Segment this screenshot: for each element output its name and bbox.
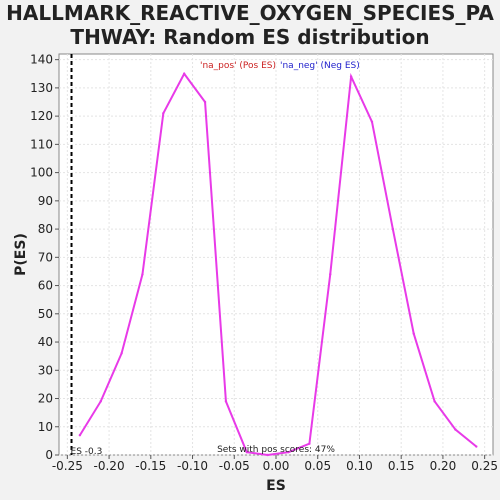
y-tick-label: 0 (45, 448, 53, 462)
x-tick-label: 0.05 (304, 459, 331, 473)
series-point (370, 120, 374, 123)
series-point (224, 400, 228, 403)
series-point (162, 112, 165, 115)
y-tick-label: 130 (30, 81, 53, 95)
y-tick-label: 120 (30, 109, 53, 123)
series-point (266, 453, 269, 457)
series-point (454, 428, 457, 431)
series-point (141, 273, 144, 276)
legend-neg-es: 'na_neg' (Neg ES) (280, 61, 360, 71)
series-point (412, 332, 415, 335)
y-tick-label: 100 (30, 166, 53, 180)
y-tick-label: 140 (30, 53, 53, 67)
x-tick-label: -0.15 (135, 459, 166, 473)
series-point (475, 445, 478, 448)
es-marker-label: ES -0.3 (71, 447, 103, 457)
y-tick-label: 110 (30, 137, 53, 151)
legend-pos-es: 'na_pos' (Pos ES) (200, 61, 276, 71)
series-point (203, 100, 207, 104)
x-tick-label: -0.20 (94, 459, 125, 473)
pos-scores-annotation: Sets with pos scores: 47% (217, 445, 335, 455)
chart-title-line-1: HALLMARK_REACTIVE_OXYGEN_SPECIES_PA (6, 1, 494, 25)
grid-lines (59, 54, 493, 456)
y-tick-label: 10 (38, 420, 53, 434)
x-tick-label: -0.05 (219, 459, 250, 473)
series-group (78, 71, 478, 457)
series-point (349, 75, 353, 78)
x-tick-label: 0.20 (430, 459, 457, 473)
y-tick-label: 70 (38, 250, 53, 264)
y-axis-label: P(ES) (13, 233, 29, 276)
x-tick-label: 0.10 (346, 459, 373, 473)
series-point (120, 352, 123, 355)
y-tick-label: 80 (38, 222, 53, 236)
x-tick-label: 0.25 (471, 459, 498, 473)
x-tick-label: -0.10 (177, 459, 208, 473)
series-line (79, 71, 477, 457)
series-point (433, 400, 436, 403)
x-tick-label: 0.00 (263, 459, 290, 473)
series-point (78, 434, 82, 437)
x-axis-label: ES (266, 478, 286, 494)
y-tick-label: 30 (38, 363, 53, 377)
chart-title: HALLMARK_REACTIVE_OXYGEN_SPECIES_PA THWA… (0, 1, 500, 49)
series-point (245, 450, 248, 454)
series-point (182, 72, 186, 75)
series-point (308, 442, 311, 445)
series-point (391, 227, 395, 231)
series-point (287, 450, 290, 454)
y-tick-label: 40 (38, 335, 53, 349)
series-point (329, 273, 332, 276)
y-tick-label: 90 (38, 194, 53, 208)
x-tick-label: 0.15 (388, 459, 415, 473)
series-point (99, 400, 102, 403)
y-tick-label: 20 (38, 392, 53, 406)
y-tick-label: 60 (38, 279, 53, 293)
y-tick-label: 50 (38, 307, 53, 321)
chart-title-line-2: THWAY: Random ES distribution (70, 25, 430, 49)
axis-ticks: 0102030405060708090100110120130140-0.25-… (30, 53, 498, 473)
x-tick-label: -0.25 (52, 459, 83, 473)
